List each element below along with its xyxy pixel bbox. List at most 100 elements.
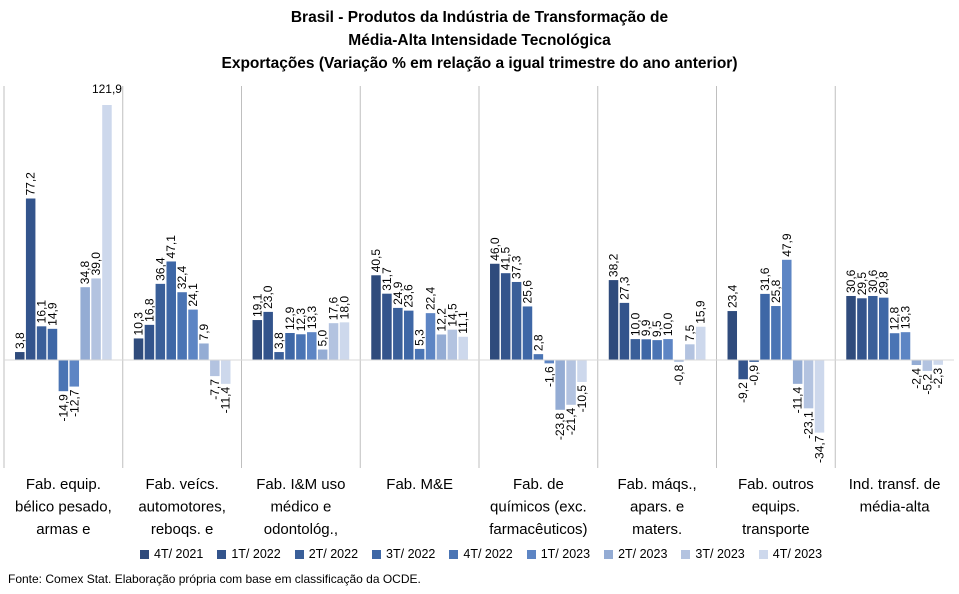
legend-swatch <box>526 549 536 559</box>
legend-item: 1T/ 2023 <box>526 547 591 561</box>
data-label: 121,9 <box>92 82 122 96</box>
bar <box>188 309 198 360</box>
data-label: 7,9 <box>197 323 211 340</box>
chart-title: Brasil - Produtos da Indústria de Transf… <box>0 6 959 75</box>
legend-label: 1T/ 2023 <box>540 547 591 561</box>
bar <box>91 278 101 360</box>
bar <box>436 334 447 360</box>
bar <box>685 344 695 360</box>
bar <box>922 360 933 371</box>
data-label: 12,2 <box>434 308 448 332</box>
data-label: 12,8 <box>888 307 902 331</box>
legend-swatch <box>140 549 149 559</box>
legend-swatch <box>758 549 768 559</box>
bar <box>371 275 381 360</box>
data-label: 17,6 <box>327 297 341 321</box>
data-label: -0,9 <box>747 365 761 386</box>
data-label: 10,0 <box>628 312 642 336</box>
data-label: 3,8 <box>272 332 286 349</box>
bar <box>15 352 25 360</box>
data-label: -34,7 <box>812 435 826 463</box>
bar <box>555 360 565 410</box>
data-label: 23,0 <box>261 285 275 309</box>
data-label: -5,2 <box>920 374 934 395</box>
legend-item: 4T/ 2023 <box>758 547 823 561</box>
bar <box>911 360 922 366</box>
bar <box>663 339 673 360</box>
category-label: Ind. transf. de média-alta <box>849 476 941 516</box>
legend-swatch <box>294 549 304 559</box>
bar <box>210 360 220 377</box>
data-label: 14,5 <box>445 303 459 327</box>
bar <box>771 306 781 360</box>
bar <box>317 349 328 360</box>
data-label: 30,6 <box>844 269 858 293</box>
data-label: 25,8 <box>769 279 783 303</box>
bar <box>166 261 176 360</box>
bar <box>814 360 825 433</box>
data-label: 5,3 <box>413 329 427 346</box>
legend-label: 4T/ 2023 <box>772 547 823 561</box>
bar <box>900 332 911 360</box>
category-label: Fab. M&E <box>386 476 453 493</box>
bar <box>296 334 306 360</box>
data-label: -23,8 <box>553 412 567 440</box>
bar <box>177 292 187 360</box>
category-label: Fab. I&M uso médico e odontológ., <box>256 476 345 538</box>
bar <box>727 311 738 360</box>
data-label: 9,5 <box>650 320 664 337</box>
bar <box>58 360 69 392</box>
bar <box>80 287 90 360</box>
data-label: 30,6 <box>866 269 880 293</box>
legend-item: 4T/ 2021 <box>140 547 203 561</box>
data-label: 25,6 <box>520 280 534 304</box>
legend-item: 2T/ 2022 <box>294 547 358 561</box>
data-label: -14,9 <box>56 394 70 422</box>
legend-label: 2T/ 2023 <box>618 547 668 561</box>
data-label: 23,4 <box>725 284 739 308</box>
data-label: 18,0 <box>337 296 351 320</box>
data-label: 31,6 <box>758 267 772 291</box>
data-label: -10,5 <box>575 385 589 413</box>
legend-label: 1T/ 2022 <box>231 547 281 561</box>
category-label: Fab. veícs. automotores, reboqs. e <box>138 476 226 538</box>
bar <box>102 105 112 360</box>
data-label: 29,8 <box>877 271 891 295</box>
chart-title-line-3: Exportações (Variação % em relação a igu… <box>221 55 738 72</box>
bar <box>868 295 878 360</box>
bar <box>393 307 403 360</box>
data-label: -2,4 <box>909 368 923 389</box>
data-label: 13,3 <box>899 305 913 329</box>
legend-swatch <box>449 549 459 559</box>
bar <box>738 360 748 380</box>
data-label: 32,4 <box>175 266 189 290</box>
bar <box>760 293 770 360</box>
bar <box>285 333 295 360</box>
legend-label: 3T/ 2022 <box>386 547 436 561</box>
bar <box>328 323 339 360</box>
bar <box>857 298 867 360</box>
bar <box>878 297 889 360</box>
legend-item: 1T/ 2022 <box>217 547 281 561</box>
bar <box>652 340 662 360</box>
data-label: -1,6 <box>542 366 556 387</box>
legend-swatch <box>372 549 382 559</box>
category-label: Fab. de químicos (exc. farmacêuticos) <box>489 476 587 538</box>
bar <box>36 326 47 360</box>
bar <box>47 328 58 360</box>
data-label: 38,2 <box>607 253 621 277</box>
legend-swatch <box>681 549 691 559</box>
data-label: 9,9 <box>639 319 653 336</box>
bar <box>544 360 555 364</box>
data-label: 40,5 <box>369 249 383 273</box>
data-label: -0,8 <box>672 364 686 385</box>
legend-item: 3T/ 2023 <box>681 547 745 561</box>
data-label: 34,8 <box>78 261 92 285</box>
data-label: 37,3 <box>510 255 524 279</box>
data-label: -9,2 <box>736 382 750 403</box>
bar <box>155 283 166 360</box>
bar <box>674 360 684 362</box>
data-label: 19,1 <box>250 293 264 317</box>
bar <box>792 360 803 384</box>
bar <box>414 348 425 360</box>
